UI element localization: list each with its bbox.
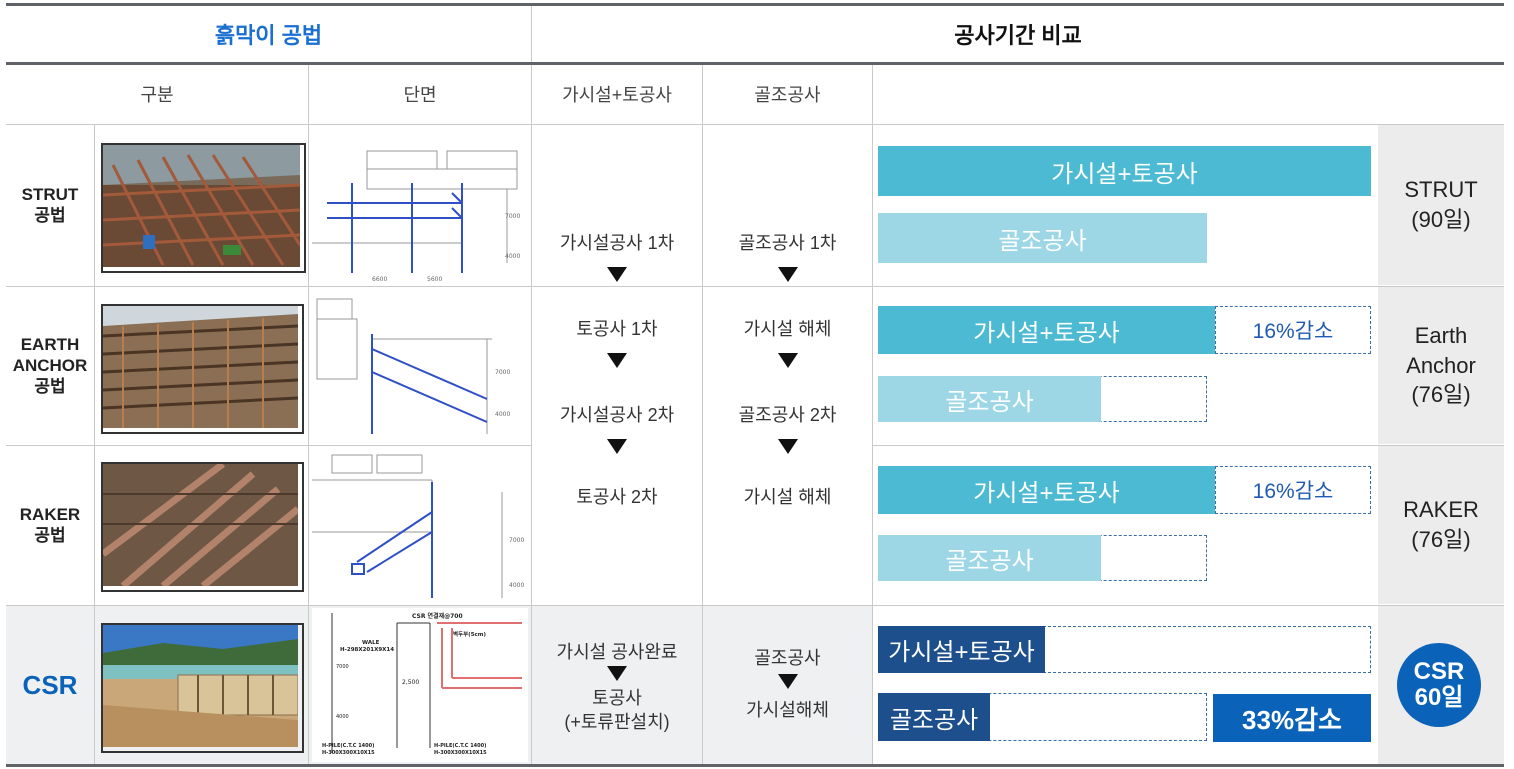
raker-dim-4000: 4000	[509, 582, 524, 589]
anchor-temp-earth-reduction-box	[1215, 306, 1371, 354]
raker-dim-7000: 7000	[509, 537, 524, 544]
csr-frame-bar: 골조공사	[878, 693, 990, 741]
section-header: 단면	[403, 85, 437, 105]
csr-site-photo	[101, 623, 304, 753]
csr-pile-dim-left: H-300X300X10X15	[322, 750, 375, 756]
row-label-strut: STRUT 공법	[21, 184, 79, 225]
raker-reduction-label: 16%감소	[1252, 480, 1334, 503]
csr-label-wale: WALE	[362, 640, 380, 646]
csr-pile-spec-right: H-PILE(C.T.C 1400)	[434, 743, 486, 749]
anchor-dim-7000: 7000	[495, 369, 510, 376]
raker-temp-earth-reduction-box	[1215, 466, 1371, 514]
arrow-down-icon	[607, 353, 627, 368]
raker-temp-earth-bar: 가시설+토공사	[878, 466, 1215, 514]
seq-step: 가시설공사 1차	[559, 233, 675, 253]
csr-label-7000: 7000	[336, 664, 349, 670]
strut-section-drawing: 7000 4000 6600 5600	[312, 143, 528, 283]
raker-site-photo	[101, 462, 304, 592]
arrow-down-icon	[607, 666, 627, 681]
bottom-rule	[6, 764, 1504, 767]
result-earth-anchor: Earth Anchor (76일)	[1378, 287, 1504, 444]
strut-frame-bar: 골조공사	[878, 213, 1207, 263]
frame-header: 골조공사	[754, 85, 821, 105]
strut-dim-5600: 5600	[427, 276, 442, 283]
csr-label-wale-spec: H-298X201X9X14	[340, 647, 394, 653]
anchor-reduction-label: 16%감소	[1252, 320, 1334, 343]
csr-label-2500: 2,500	[402, 679, 419, 686]
top-rule	[6, 3, 1504, 6]
header-rule	[6, 62, 1504, 65]
seq-step: 가시설 해체	[743, 487, 832, 507]
earth-anchor-section-drawing: 7000 4000	[312, 294, 528, 440]
earth-anchor-site-photo	[101, 304, 304, 434]
arrow-down-icon	[777, 267, 798, 282]
csr-label-4000: 4000	[336, 714, 349, 720]
csr-temp-earth-bar: 가시설+토공사	[878, 626, 1045, 673]
strut-dim-4000: 4000	[505, 253, 520, 260]
csr-frame-sequence: 골조공사 가시설해체	[703, 606, 872, 764]
csr-result-badge: CSR 60일	[1397, 643, 1481, 727]
csr-pile-spec-left: H-PILE(C.T.C 1400)	[322, 743, 374, 749]
result-strut: STRUT (90일)	[1378, 125, 1504, 285]
raker-section-drawing: 7000 4000	[312, 452, 528, 600]
seq-step: 골조공사	[754, 648, 821, 668]
csr-label-side: 벽두부(5cm)	[453, 630, 487, 638]
arrow-down-icon	[607, 439, 627, 454]
anchor-temp-earth-bar: 가시설+토공사	[878, 306, 1215, 354]
anchor-frame-bar: 골조공사	[878, 376, 1101, 422]
strut-dim-6600: 6600	[372, 276, 387, 283]
arrow-down-icon	[607, 267, 627, 282]
seq-step: 토공사 1차	[576, 319, 658, 339]
arrow-down-icon	[777, 353, 798, 368]
csr-temp-earth-sequence: 가시설 공사완료 토공사 (+토류판설치)	[532, 606, 702, 764]
temp-earth-sequence: 가시설공사 1차 토공사 1차 가시설공사 2차 토공사 2차	[532, 125, 702, 605]
csr-section-drawing: CSR 연결재@700 WALE H-298X201X9X14 벽두부(5cm)…	[312, 608, 528, 762]
row-label-csr: CSR	[22, 669, 78, 700]
seq-step: 토공사 (+토류판설치)	[564, 688, 670, 733]
strut-dim-7000: 7000	[505, 213, 520, 220]
result-raker: RAKER (76일)	[1378, 446, 1504, 604]
strut-site-photo	[101, 143, 306, 273]
seq-step: 가시설공사 2차	[559, 405, 675, 425]
arrow-down-icon	[777, 439, 798, 454]
csr-pile-dim-right: H-300X300X10X15	[434, 750, 487, 756]
row-label-earth-anchor: EARTH ANCHOR 공법	[12, 334, 88, 397]
seq-step: 가시설 공사완료	[556, 642, 678, 662]
csr-label-top: CSR 연결재@700	[412, 612, 463, 620]
seq-step: 골조공사 1차	[738, 233, 837, 253]
temp-earth-header: 가시설+토공사	[562, 85, 672, 105]
row-label-raker: RAKER 공법	[19, 504, 81, 545]
seq-step: 골조공사 2차	[738, 405, 837, 425]
seq-step: 가시설 해체	[743, 319, 832, 339]
seq-step: 토공사 2차	[576, 487, 658, 507]
division-header: 구분	[140, 85, 174, 105]
seq-step: 가시설해체	[746, 700, 829, 720]
anchor-dim-4000: 4000	[495, 411, 510, 418]
frame-sequence: 골조공사 1차 가시설 해체 골조공사 2차 가시설 해체	[703, 125, 872, 605]
csr-reduction-badge: 33%감소	[1213, 694, 1371, 742]
raker-frame-bar: 골조공사	[878, 535, 1101, 581]
arrow-down-icon	[777, 674, 798, 689]
method-title: 흙막이 공법	[214, 23, 323, 48]
strut-temp-earth-bar: 가시설+토공사	[878, 146, 1371, 196]
compare-title: 공사기간 비교	[954, 23, 1082, 48]
